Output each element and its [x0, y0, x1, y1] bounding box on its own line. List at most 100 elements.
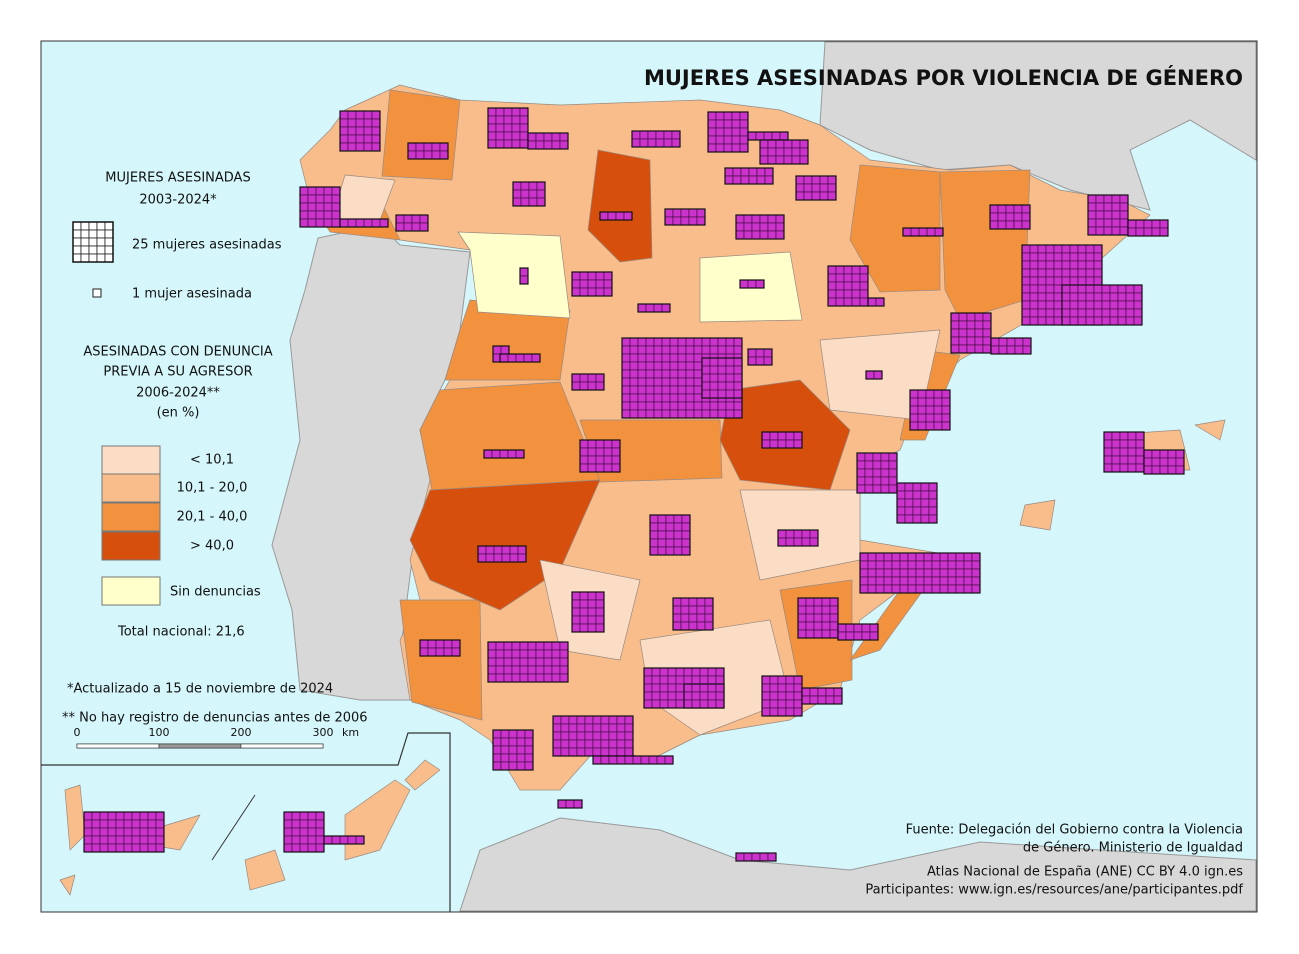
victim-square: [717, 401, 727, 411]
victim-squares: [83, 107, 1185, 862]
victim-square: [1045, 284, 1055, 294]
victim-square: [501, 553, 511, 563]
victim-square: [603, 463, 613, 473]
victim-square: [717, 365, 727, 375]
victim-square: [1029, 308, 1039, 318]
victim-square: [1143, 465, 1153, 475]
victim-square: [451, 639, 461, 649]
victim-square: [982, 320, 992, 330]
victim-square: [799, 155, 809, 165]
victim-square: [843, 265, 853, 275]
victim-square: [775, 155, 785, 165]
victim-square: [147, 827, 157, 837]
victim-square: [355, 126, 365, 136]
victim-square: [621, 369, 631, 379]
victim-square: [672, 605, 682, 615]
victim-square: [616, 723, 626, 733]
victim-square: [603, 271, 613, 281]
victim-square: [777, 529, 787, 539]
icon-cell: [72, 237, 82, 247]
victim-square: [819, 175, 829, 185]
victim-square: [584, 739, 594, 749]
victim-square: [825, 695, 835, 705]
block-outline: [637, 303, 671, 313]
scale-segment: [76, 743, 160, 749]
victim-square: [821, 613, 831, 623]
victim-square: [608, 739, 618, 749]
victim-square: [139, 811, 149, 821]
victim-square: [1005, 204, 1015, 214]
victim-square: [997, 204, 1007, 214]
victim-square: [963, 552, 973, 562]
victim-square: [771, 131, 781, 141]
victim-square: [709, 337, 719, 347]
victim-square: [715, 143, 725, 153]
victim-square: [923, 568, 933, 578]
victim-square: [603, 447, 613, 457]
victim-square: [1069, 308, 1079, 318]
victim-square: [735, 222, 745, 232]
victim-square: [1021, 284, 1031, 294]
victim-square: [503, 673, 513, 683]
victim-square: [797, 613, 807, 623]
victim-square: [299, 811, 309, 821]
victim-square: [1022, 337, 1032, 347]
block-outline: [419, 639, 461, 657]
victim-square: [656, 755, 666, 765]
victim-square: [888, 452, 898, 462]
victim-square: [767, 147, 777, 157]
victim-square: [933, 413, 943, 423]
victim-square: [723, 127, 733, 137]
victim-square: [701, 365, 711, 375]
victim-square: [672, 597, 682, 607]
victim-square: [315, 843, 325, 853]
victim-square: [355, 134, 365, 144]
victim-square: [1151, 457, 1161, 467]
victim-square: [1143, 457, 1153, 467]
victim-square: [755, 348, 765, 358]
victim-square: [685, 369, 695, 379]
victim-square: [495, 665, 505, 675]
victim-square: [715, 699, 725, 709]
victim-square: [115, 843, 125, 853]
victim-square: [963, 560, 973, 570]
victim-square: [872, 460, 882, 470]
victim-square: [147, 819, 157, 829]
victim-square: [629, 361, 639, 371]
victim-square: [725, 365, 735, 375]
victim-square: [915, 568, 925, 578]
victim-square: [520, 189, 530, 199]
victim-square: [603, 439, 613, 449]
victim-square: [1103, 226, 1113, 236]
victim-square: [592, 755, 602, 765]
victim-square: [880, 452, 890, 462]
victim-square: [917, 397, 927, 407]
victim-square: [691, 667, 701, 677]
victim-square: [888, 484, 898, 494]
victim-square: [651, 667, 661, 677]
victim-square: [616, 739, 626, 749]
victim-square: [917, 405, 927, 415]
victim-square: [576, 739, 586, 749]
victim-square: [649, 546, 659, 556]
victim-square: [1069, 292, 1079, 302]
victim-square: [584, 723, 594, 733]
victim-square: [759, 230, 769, 240]
victim-square: [528, 197, 538, 207]
victim-square: [503, 665, 513, 675]
victim-square: [907, 576, 917, 586]
victim-square: [665, 538, 675, 548]
victim-square: [519, 657, 529, 667]
victim-square: [645, 353, 655, 363]
victim-square: [680, 613, 690, 623]
victim-square: [947, 584, 957, 594]
victim-square: [904, 514, 914, 524]
victim-square: [584, 747, 594, 757]
victim-square: [551, 665, 561, 675]
victim-square: [761, 707, 771, 717]
victim-square: [331, 186, 341, 196]
icon-cell: [104, 221, 114, 231]
victim-square: [1037, 292, 1047, 302]
victim-square: [769, 683, 779, 693]
victim-square: [1037, 284, 1047, 294]
